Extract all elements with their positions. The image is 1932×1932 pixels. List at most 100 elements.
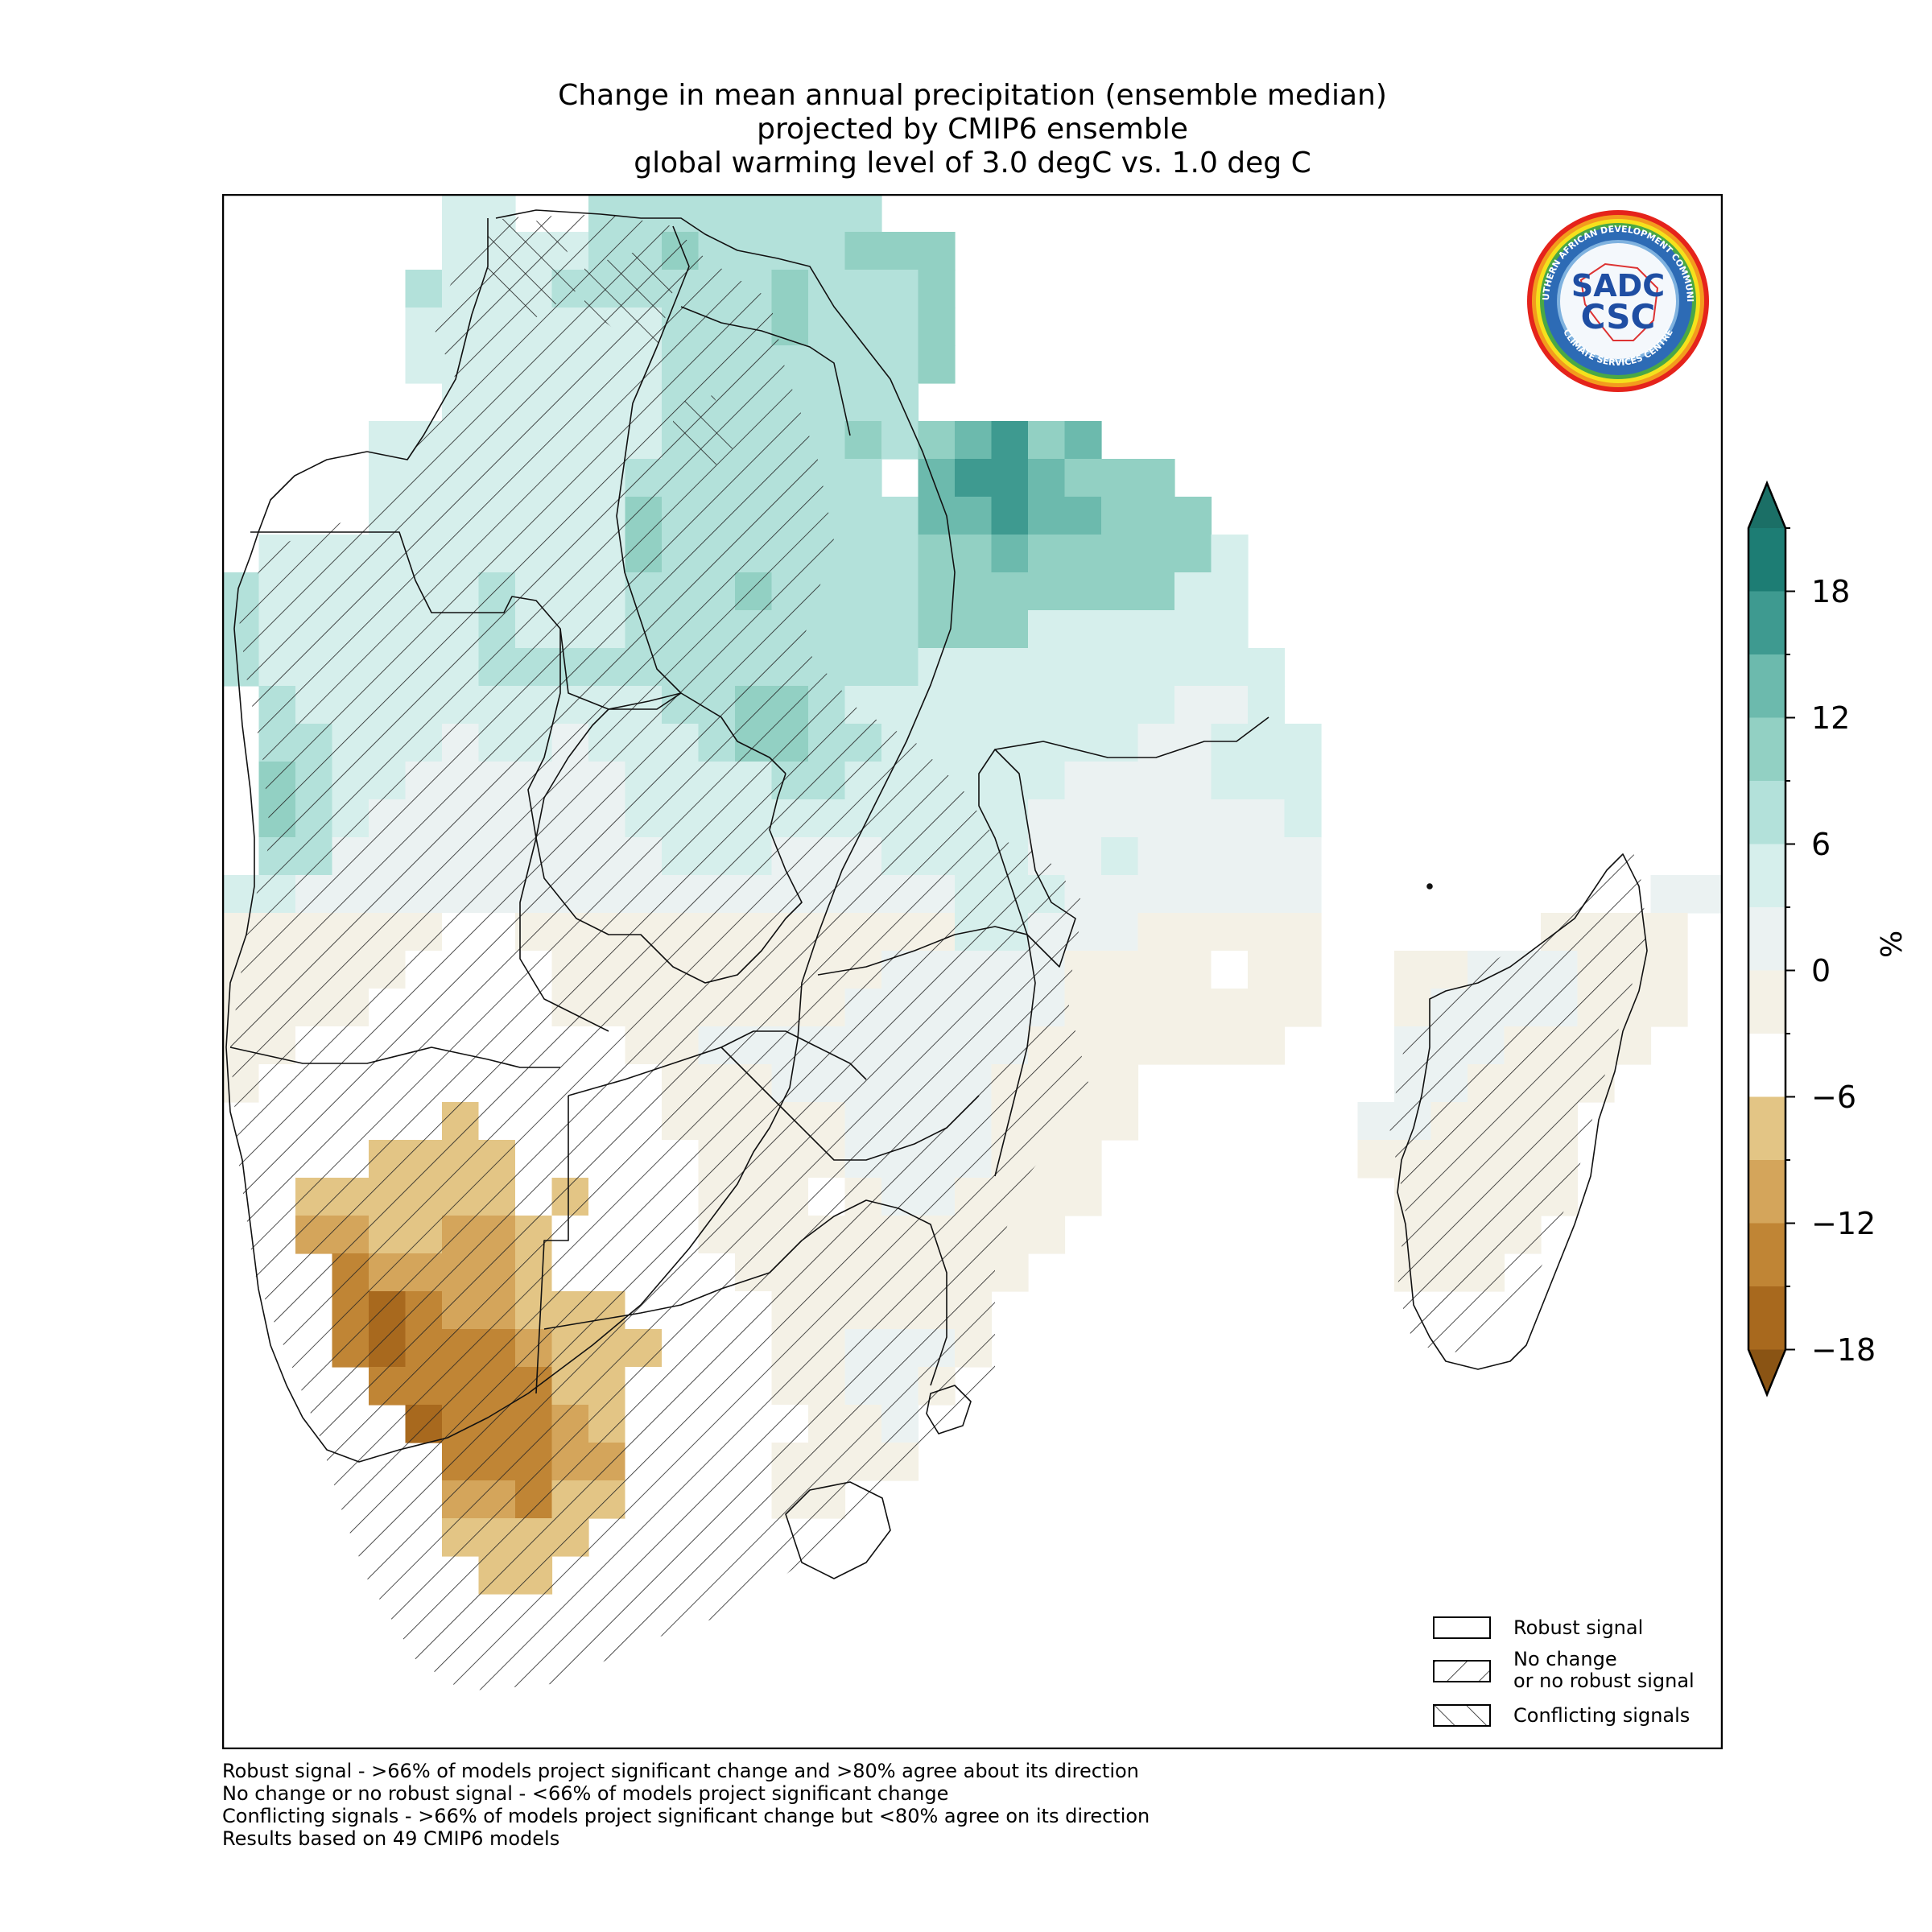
grid-cell — [1211, 724, 1249, 762]
legend-label-no-change-2: or no robust signal — [1513, 1670, 1695, 1692]
colorbar-bins — [1748, 483, 1785, 1395]
grid-cell — [991, 648, 1029, 687]
grid-cell — [1284, 989, 1322, 1027]
grid-cell — [1174, 686, 1212, 724]
grid-cell — [1064, 686, 1102, 724]
grid-cell — [1101, 686, 1139, 724]
grid-cell — [1211, 762, 1249, 800]
grid-cell — [1137, 535, 1175, 573]
grid-cell — [1248, 724, 1286, 762]
grid-cell — [1101, 951, 1139, 989]
map-frame-border — [222, 194, 1723, 1749]
grid-cell — [1064, 724, 1102, 762]
grid-cell — [918, 535, 956, 573]
grid-cell — [918, 308, 956, 346]
grid-cell — [918, 270, 956, 308]
colorbar-tick-label: 18 — [1811, 573, 1851, 609]
hatch-conflicting-north-2 — [584, 250, 673, 347]
grid-cell — [881, 308, 919, 346]
grid-cell — [1064, 1178, 1102, 1216]
grid-cell — [1174, 837, 1212, 876]
grid-cell — [771, 270, 809, 308]
colorbar-outline — [1747, 480, 1787, 1397]
grid-cell — [1028, 762, 1066, 800]
border-lesotho — [785, 1481, 891, 1579]
grid-cell — [1248, 799, 1286, 838]
grid-cell — [991, 459, 1029, 497]
grid-cell — [1137, 799, 1175, 838]
map-title-line-1: Change in mean annual precipitation (ens… — [558, 79, 1387, 112]
grid-cell — [918, 421, 956, 460]
grid-cell — [881, 648, 919, 687]
grid-cell — [881, 535, 919, 573]
border-malawi — [978, 749, 1076, 968]
grid-cell — [1650, 951, 1688, 989]
grid-cell — [881, 497, 919, 535]
hatch-legend: Robust signal No change or no robust sig… — [1433, 1610, 1715, 1739]
colorbar-bin — [1748, 654, 1785, 718]
colorbar-bin — [1748, 1160, 1785, 1224]
grid-cell — [1357, 1102, 1395, 1141]
grid-cell — [808, 194, 846, 233]
grid-cell — [1101, 459, 1139, 497]
grid-cell — [1028, 686, 1066, 724]
grid-cell — [1101, 989, 1139, 1027]
border-mozambique-north — [994, 716, 1269, 758]
grid-cell — [955, 610, 993, 649]
grid-cell — [1064, 459, 1102, 497]
footnotes: Robust signal - >66% of models project s… — [222, 1760, 1150, 1850]
grid-cell — [844, 610, 882, 649]
grid-cell — [1211, 572, 1249, 611]
grid-cell — [405, 270, 443, 308]
legend-label-conflicting: Conflicting signals — [1513, 1704, 1690, 1727]
grid-cell — [881, 572, 919, 611]
grid-cell — [1137, 989, 1175, 1027]
grid-cell — [918, 610, 956, 649]
colorbar-bin — [1748, 1096, 1785, 1161]
grid-cell — [1248, 989, 1286, 1027]
grid-cell — [1174, 913, 1212, 952]
grid-cell — [955, 535, 993, 573]
grid-cell — [1137, 686, 1175, 724]
grid-cell — [1248, 875, 1286, 914]
grid-cell — [1211, 913, 1249, 952]
grid-cell — [991, 497, 1029, 535]
grid-cell — [1174, 497, 1212, 535]
grid-cell — [844, 308, 882, 346]
grid-cell — [844, 232, 882, 270]
hatch-conflicting-central — [673, 395, 737, 476]
grid-cell — [1064, 1140, 1102, 1179]
grid-cell — [1248, 1026, 1286, 1065]
grid-cell — [1284, 799, 1322, 838]
grid-cell — [1284, 951, 1322, 989]
grid-cell — [991, 799, 1029, 838]
grid-cell — [1028, 1216, 1066, 1254]
grid-cell — [1137, 724, 1175, 762]
grid-cell — [918, 459, 956, 497]
hatch-madagascar — [1389, 838, 1647, 1353]
grid-cell — [1101, 648, 1139, 687]
grid-cell — [1028, 610, 1066, 649]
grid-cell — [698, 194, 736, 233]
border-drc-north — [366, 218, 489, 460]
grid-cell — [1064, 535, 1102, 573]
grid-cell — [1064, 762, 1102, 800]
grid-cell — [844, 345, 882, 384]
grid-cell — [1101, 762, 1139, 800]
grid-cell — [844, 383, 882, 422]
grid-cell — [991, 1253, 1029, 1292]
grid-cell — [918, 232, 956, 270]
grid-cell — [1174, 875, 1212, 914]
map-title-line-3: global warming level of 3.0 degC vs. 1.0… — [634, 147, 1311, 180]
grid-cell — [1064, 837, 1102, 876]
grid-cell — [955, 572, 993, 611]
colorbar-tick-label: −18 — [1811, 1331, 1876, 1368]
grid-cell — [1137, 951, 1175, 989]
grid-cell — [1028, 497, 1066, 535]
precipitation-change-map — [222, 194, 1723, 1749]
grid-cell — [1284, 875, 1322, 914]
colorbar-bin — [1748, 1286, 1785, 1350]
grid-cell — [1101, 799, 1139, 838]
grid-cell — [771, 194, 809, 233]
grid-cell — [1137, 572, 1175, 611]
